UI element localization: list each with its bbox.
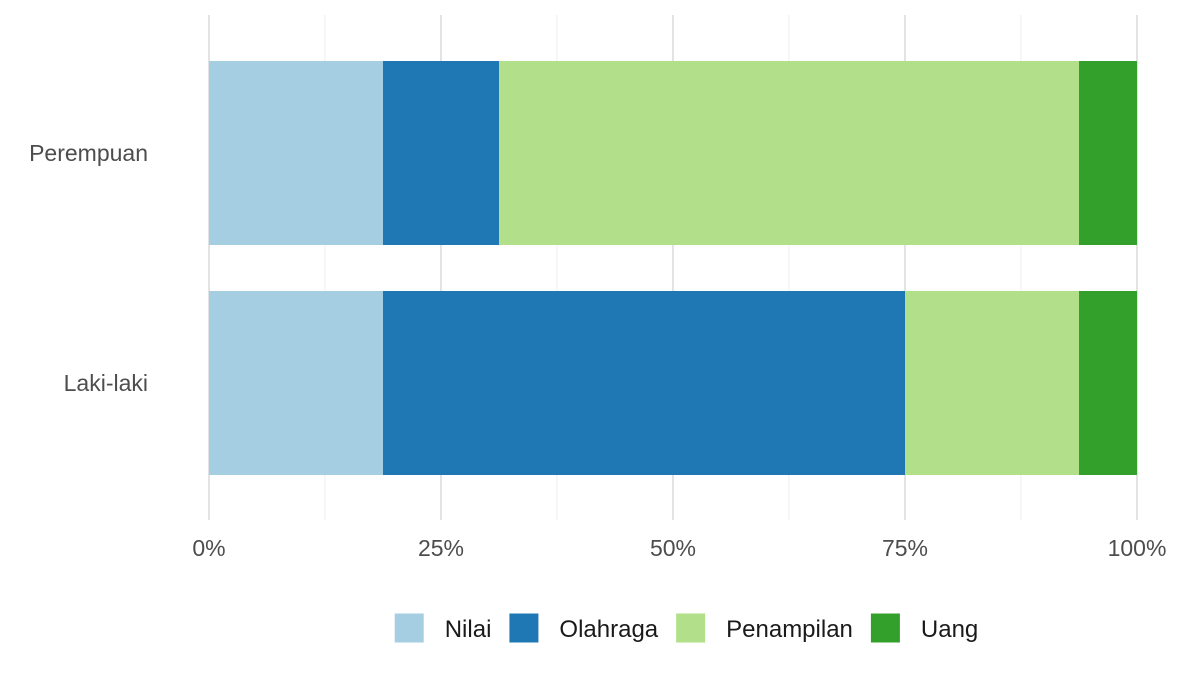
legend-item-uang: Uang xyxy=(870,613,978,643)
legend-item-olahraga: Olahraga xyxy=(509,613,659,643)
bar-segment-laki-laki-uang xyxy=(1079,291,1137,475)
x-tick-label: 50% xyxy=(650,535,696,561)
legend-label: Uang xyxy=(921,616,978,643)
x-tick-label: 0% xyxy=(192,535,225,561)
legend-swatch xyxy=(870,613,900,643)
legend-item-nilai: Nilai xyxy=(394,613,492,643)
bars xyxy=(209,61,1137,475)
bar-segment-laki-laki-nilai xyxy=(209,291,383,475)
legend-label: Penampilan xyxy=(726,616,853,643)
bar-segment-perempuan-nilai xyxy=(209,61,383,245)
y-category-label: Perempuan xyxy=(29,140,148,166)
legend-label: Olahraga xyxy=(559,616,658,643)
x-tick-label: 25% xyxy=(418,535,464,561)
x-tick-label: 75% xyxy=(882,535,928,561)
legend-swatch xyxy=(394,613,424,643)
legend-swatch xyxy=(676,613,706,643)
legend-label: Nilai xyxy=(445,616,492,643)
bar-segment-laki-laki-penampilan xyxy=(905,291,1079,475)
x-axis: 0% 25% 50% 75% 100% xyxy=(192,535,1166,561)
bar-segment-perempuan-uang xyxy=(1079,61,1137,245)
bar-segment-laki-laki-olahraga xyxy=(383,291,905,475)
legend-item-penampilan: Penampilan xyxy=(676,613,853,643)
legend: Nilai Olahraga Penampilan Uang xyxy=(394,613,978,643)
bar-segment-perempuan-penampilan xyxy=(499,61,1079,245)
y-axis: Perempuan Laki-laki xyxy=(29,140,148,396)
x-tick-label: 100% xyxy=(1108,535,1167,561)
y-category-label: Laki-laki xyxy=(64,370,148,396)
bar-segment-perempuan-olahraga xyxy=(383,61,499,245)
legend-swatch xyxy=(509,613,539,643)
